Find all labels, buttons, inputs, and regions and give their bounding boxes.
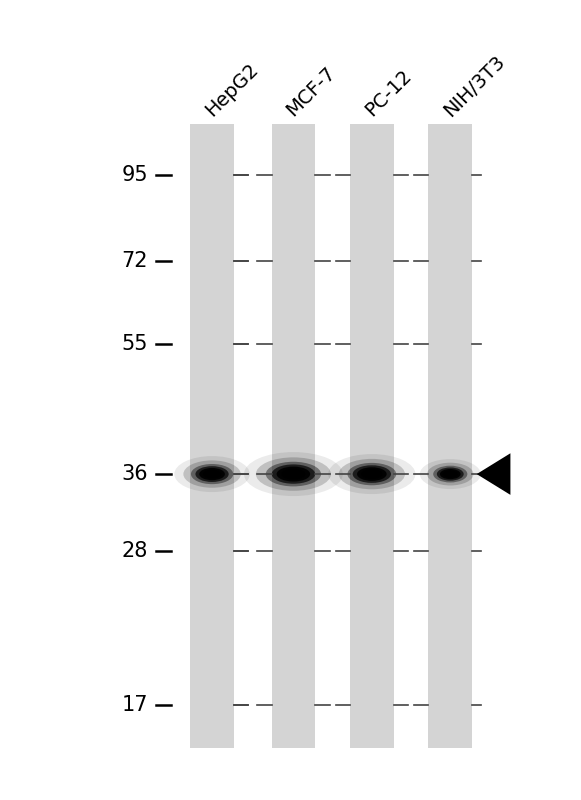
Bar — [191, 124, 234, 748]
Text: 95: 95 — [121, 166, 148, 186]
Bar — [272, 124, 315, 748]
Ellipse shape — [282, 469, 305, 479]
Ellipse shape — [266, 462, 321, 486]
Text: HepG2: HepG2 — [202, 60, 262, 120]
Ellipse shape — [244, 452, 343, 496]
Ellipse shape — [437, 467, 464, 481]
Bar — [350, 124, 394, 748]
Ellipse shape — [174, 456, 250, 492]
Ellipse shape — [256, 458, 331, 490]
Text: MCF-7: MCF-7 — [283, 63, 339, 120]
Ellipse shape — [433, 466, 467, 482]
Polygon shape — [477, 454, 511, 495]
Text: 36: 36 — [121, 464, 148, 484]
Ellipse shape — [361, 470, 382, 479]
Text: 17: 17 — [121, 695, 148, 715]
Ellipse shape — [184, 460, 241, 488]
Text: PC-12: PC-12 — [361, 66, 415, 120]
Ellipse shape — [427, 462, 474, 486]
Ellipse shape — [347, 463, 396, 486]
Ellipse shape — [357, 467, 387, 481]
Ellipse shape — [420, 459, 481, 489]
Text: 55: 55 — [121, 334, 148, 354]
Ellipse shape — [203, 470, 221, 478]
Text: 28: 28 — [122, 542, 148, 562]
Bar — [429, 124, 472, 748]
Ellipse shape — [353, 466, 391, 483]
Ellipse shape — [199, 468, 225, 480]
Text: 72: 72 — [121, 250, 148, 270]
Ellipse shape — [191, 464, 233, 484]
Ellipse shape — [195, 466, 229, 482]
Ellipse shape — [272, 464, 315, 484]
Text: NIH/3T3: NIH/3T3 — [440, 51, 508, 120]
Ellipse shape — [339, 459, 405, 490]
Ellipse shape — [440, 469, 461, 479]
Ellipse shape — [328, 454, 415, 494]
Ellipse shape — [443, 470, 458, 478]
Ellipse shape — [277, 466, 310, 482]
